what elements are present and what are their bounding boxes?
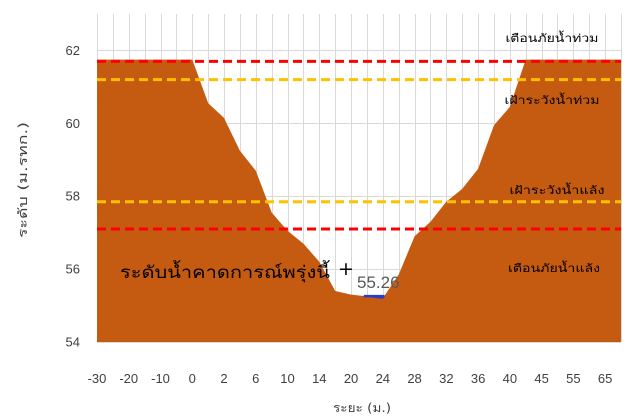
x-tick-label: 6 [252, 371, 259, 386]
x-tick-label: 28 [407, 371, 421, 386]
x-tick-label: 24 [376, 371, 390, 386]
x-tick-label: -10 [151, 371, 170, 386]
x-tick-label: 10 [280, 371, 294, 386]
threshold-label-flood-watch: เฝ้าระวังน้ำท่วม [505, 92, 600, 107]
y-axis-title: ระดับ (ม.รทก.) [15, 122, 30, 238]
x-tick-label: 2 [220, 371, 227, 386]
threshold-label-drought-warning: เตือนภัยน้ำแล้ง [508, 260, 600, 275]
x-tick-label: 40 [503, 371, 517, 386]
x-tick-label: 14 [312, 371, 326, 386]
y-tick-label: 62 [66, 43, 80, 58]
x-tick-label: 36 [471, 371, 485, 386]
y-tick-label: 54 [66, 335, 80, 350]
x-tick-label: 32 [439, 371, 453, 386]
x-axis-tick-labels: -30 -20 -10 0 2 6 10 14 20 24 28 32 36 40 45 55 65 [88, 371, 613, 386]
x-tick-label: 55 [566, 371, 580, 386]
y-tick-label: 60 [66, 116, 80, 131]
terrain-area [97, 59, 621, 342]
forecast-marker: + [338, 258, 354, 280]
threshold-label-drought-watch: เฝ้าระวังน้ำแล้ง [510, 182, 605, 197]
y-tick-label: 58 [66, 189, 80, 204]
forecast-annotation-label: ระดับน้ำคาดการณ์พรุ่งนี้ [120, 260, 330, 283]
x-tick-label: -30 [88, 371, 107, 386]
y-axis-tick-labels: 54 56 58 60 62 [66, 43, 80, 350]
x-tick-label: -20 [119, 371, 138, 386]
x-axis-title: ระยะ (ม.) [333, 400, 391, 415]
threshold-lines [97, 59, 621, 231]
threshold-label-flood-warning: เตือนภัยน้ำท่วม [506, 30, 599, 45]
x-tick-label: 20 [344, 371, 358, 386]
y-tick-label: 56 [66, 262, 80, 277]
x-tick-label: 0 [189, 371, 196, 386]
forecast-value-label: 55.26 [357, 273, 400, 292]
x-tick-label: 45 [534, 371, 548, 386]
x-tick-label: 65 [598, 371, 612, 386]
